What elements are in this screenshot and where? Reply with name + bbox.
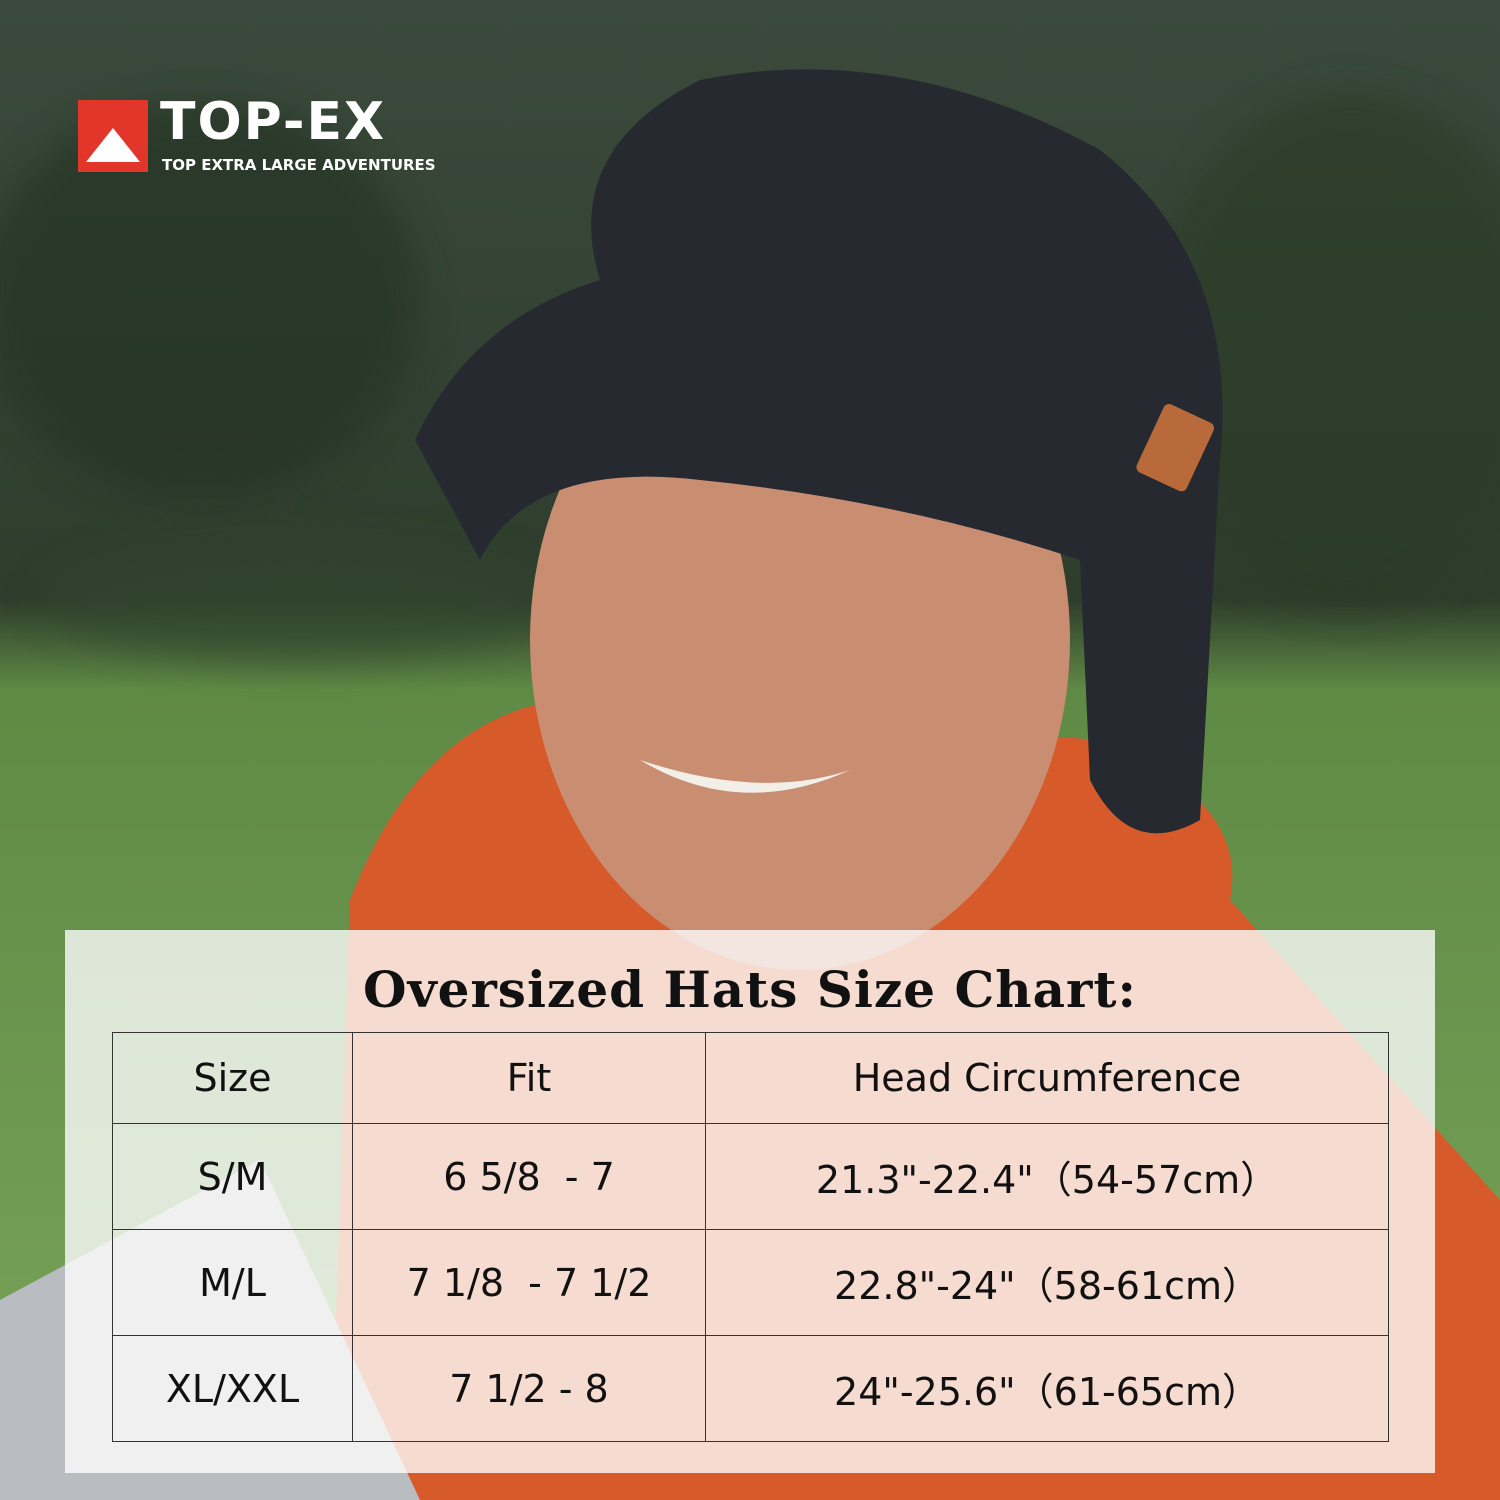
cell: XL/XXL — [112, 1335, 353, 1442]
cell: S/M — [112, 1123, 353, 1230]
header-cell: Size — [112, 1032, 353, 1124]
brand: TOP-EX — [160, 92, 387, 152]
row: XL/XXL 7 1/2 - 8 24"-25.6"（61-65cm） — [112, 1335, 1389, 1442]
size-chart-panel: Oversized Hats Size Chart: Size Fit Head… — [65, 930, 1435, 1473]
cell: 22.8"-24"（58-61cm） — [705, 1229, 1389, 1336]
header-cell: Fit — [352, 1032, 706, 1124]
header-cell: Head Circumference — [705, 1032, 1389, 1124]
header-row: Size Fit Head Circumference — [112, 1032, 1389, 1124]
logo-icon — [78, 100, 148, 172]
tagline: TOP EXTRA LARGE ADVENTURES — [162, 156, 436, 174]
logo: TOP-EX TOP EXTRA LARGE ADVENTURES — [78, 92, 436, 176]
size-table: Size Fit Head Circumference S/M 6 5/8 - … — [112, 1032, 1389, 1442]
cell: 6 5/8 - 7 — [352, 1123, 706, 1230]
cell: M/L — [112, 1229, 353, 1336]
cell: 21.3"-22.4"（54-57cm） — [705, 1123, 1389, 1230]
cell: 24"-25.6"（61-65cm） — [705, 1335, 1389, 1442]
chart-title: Oversized Hats Size Chart: — [363, 960, 1137, 1019]
cell: 7 1/8 - 7 1/2 — [352, 1229, 706, 1336]
cell: 7 1/2 - 8 — [352, 1335, 706, 1442]
row: M/L 7 1/8 - 7 1/2 22.8"-24"（58-61cm） — [112, 1229, 1389, 1336]
row: S/M 6 5/8 - 7 21.3"-22.4"（54-57cm） — [112, 1123, 1389, 1230]
